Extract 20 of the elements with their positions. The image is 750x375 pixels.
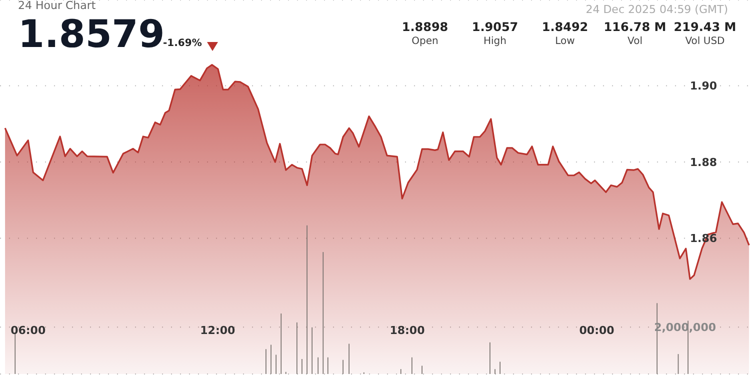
annotation: 116.78 M [602,20,668,34]
annotation: 1.8492 [540,20,590,34]
y-tick-label: 1.90 [690,80,718,93]
chart-title: 24 Hour Chart [18,0,96,12]
annotation: Open [410,36,440,47]
annotation: -1.69% [163,38,202,49]
annotation: Vol USD [684,36,726,47]
x-tick-label: 12:00 [200,324,236,337]
x-tick-label: 06:00 [10,324,46,337]
annotation: 1.8579 [18,12,165,56]
annotation: High [482,36,508,47]
annotation: Low [554,36,576,47]
annotation: 219.43 M [672,20,738,34]
y-tick-label: 1.88 [690,156,717,169]
annotation: 24 Dec 2025 04:59 (GMT) [586,3,728,16]
annotation: 1.9057 [470,20,520,34]
x-tick-label: 18:00 [390,324,426,337]
annotation: Vol [626,36,644,47]
annotation: 1.8898 [400,20,450,34]
x-tick-label: 00:00 [579,324,615,337]
